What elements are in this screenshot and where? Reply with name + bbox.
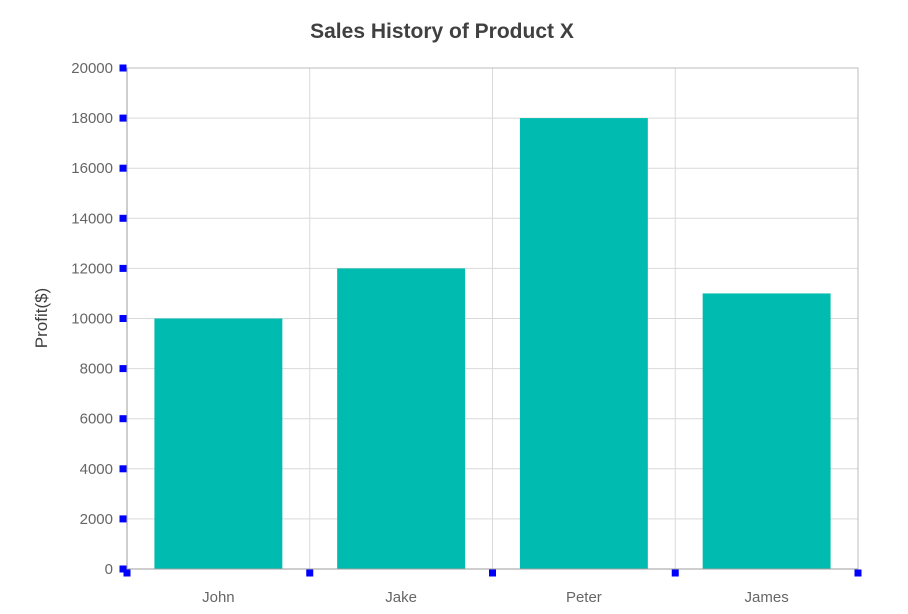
x-tick-label: James (745, 589, 789, 606)
y-tick-marker (119, 315, 127, 322)
y-tick-marker (119, 465, 127, 473)
x-tick-marker (123, 569, 131, 577)
bar-jake (337, 268, 466, 569)
y-tick-marker (119, 415, 127, 423)
y-tick-label: 16000 (71, 160, 113, 177)
y-tick-label: 0 (105, 561, 113, 578)
x-tick-marker (306, 569, 314, 577)
bar-james (702, 293, 831, 569)
x-tick-label: Jake (385, 589, 417, 606)
y-axis-title: Profit($) (32, 288, 51, 348)
y-tick-label: 6000 (80, 411, 113, 428)
chart-title: Sales History of Product X (310, 20, 574, 43)
axes (119, 64, 862, 577)
y-tick-marker (119, 515, 127, 523)
y-tick-marker (119, 164, 127, 172)
x-tick-marker (489, 569, 496, 577)
y-tick-marker (119, 214, 127, 222)
x-tick-marker (854, 569, 862, 577)
y-tick-marker (119, 565, 127, 573)
y-tick-label: 10000 (71, 311, 113, 328)
bar-john (154, 318, 283, 569)
y-tick-marker (119, 114, 127, 122)
y-tick-marker (119, 365, 127, 373)
y-tick-label: 8000 (80, 361, 113, 378)
y-tick-label: 12000 (71, 260, 113, 277)
bar-peter (519, 118, 648, 569)
y-tick-label: 20000 (71, 60, 113, 77)
y-tick-label: 14000 (71, 210, 113, 227)
y-tick-label: 18000 (71, 110, 113, 127)
x-tick-label: John (202, 589, 235, 606)
y-tick-marker (119, 264, 127, 272)
y-tick-label: 2000 (80, 511, 113, 528)
tick-labels: 0 2000 4000 6000 8000 10000 12000 14000 16000 180… (71, 60, 788, 606)
bars (154, 118, 831, 569)
x-tick-marker (671, 569, 679, 577)
x-tick-label: Peter (566, 589, 602, 606)
y-tick-label: 4000 (80, 461, 113, 478)
y-tick-marker (119, 64, 127, 72)
